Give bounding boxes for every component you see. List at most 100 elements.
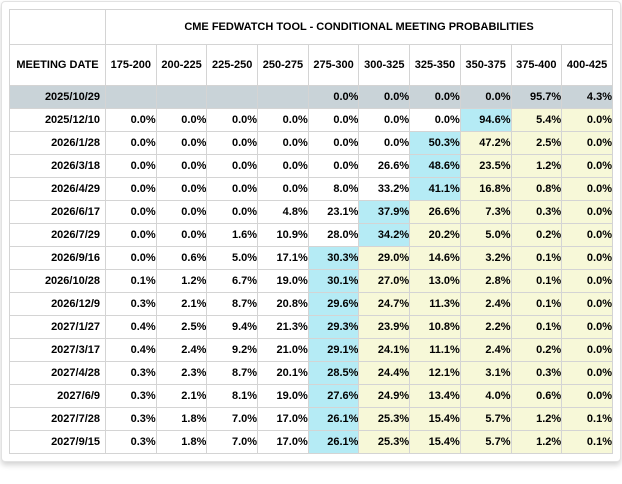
table-title: CME FEDWATCH TOOL - CONDITIONAL MEETING … [105, 9, 613, 45]
probability-cell: 1.2% [510, 154, 563, 178]
probability-cell: 5.7% [459, 407, 512, 431]
probability-cell: 0.0% [561, 223, 613, 247]
probability-cell: 21.0% [257, 338, 309, 362]
probability-cell: 1.8% [155, 430, 208, 454]
probability-cell: 3.2% [459, 246, 512, 270]
probability-cell: 1.2% [155, 269, 208, 293]
meeting-row[interactable]: 2027/9/15 0.3% 1.8% 7.0% 17.0% 26.1% 25.3% 15.4… [9, 430, 613, 454]
fedwatch-card: CME FEDWATCH TOOL - CONDITIONAL MEETING … [1, 1, 621, 462]
probability-cell: 4.8% [257, 200, 309, 224]
meeting-row[interactable]: 2027/3/17 0.4% 2.4% 9.2% 21.0% 29.1% 24.1% 11.1… [9, 338, 613, 362]
probability-cell: 13.0% [409, 269, 461, 293]
probability-cell: 2.5% [510, 131, 563, 155]
probability-cell: 0.3% [510, 361, 563, 385]
meeting-date-cell: 2026/3/18 [9, 154, 106, 178]
rate-range-header: 325-350 [409, 44, 461, 86]
probability-cell: 0.1% [510, 269, 563, 293]
probability-cell: 0.0% [561, 315, 613, 339]
probability-cell: 26.6% [409, 200, 461, 224]
meeting-date-cell: 2027/4/28 [9, 361, 106, 385]
rate-range-header: 275-300 [307, 44, 360, 86]
probability-cell [206, 85, 259, 109]
probability-cell: 0.0% [459, 85, 512, 109]
meeting-row[interactable]: 2026/9/16 0.0% 0.6% 5.0% 17.1% 30.3% 29.0% 14.6… [9, 246, 613, 270]
meeting-row[interactable]: 2026/10/28 0.1% 1.2% 6.7% 19.0% 30.1% 27.0% 13.… [9, 269, 613, 293]
probability-cell: 0.0% [358, 131, 411, 155]
probability-cell: 94.6% [459, 108, 512, 132]
probability-cell: 0.0% [561, 361, 613, 385]
column-header-row: MEETING DATE 175-200 200-225 225-250 250-27… [9, 44, 613, 86]
meeting-row[interactable]: 2026/1/28 0.0% 0.0% 0.0% 0.0% 0.0% 0.0% 50.3% 47… [9, 131, 613, 155]
probability-cell: 17.0% [257, 430, 309, 454]
probability-cell: 0.0% [561, 338, 613, 362]
probability-rows: 2025/10/29 0.0% 0.0% 0.0% 0.0% 95.7% 4.3% 2025/… [9, 85, 613, 454]
meeting-row[interactable]: 2025/12/10 0.0% 0.0% 0.0% 0.0% 0.0% 0.0% 0.0% 94… [9, 108, 613, 132]
probability-cell: 24.9% [358, 384, 411, 408]
meeting-date-cell: 2026/10/28 [9, 269, 106, 293]
meeting-row[interactable]: 2026/3/18 0.0% 0.0% 0.0% 0.0% 0.0% 26.6% 48.6% 2… [9, 154, 613, 178]
probability-cell: 0.0% [155, 223, 208, 247]
probability-cell: 10.8% [409, 315, 461, 339]
meeting-row[interactable]: 2025/10/29 0.0% 0.0% 0.0% 0.0% 95.7% 4.3% [9, 85, 613, 109]
probability-cell: 4.0% [459, 384, 512, 408]
meeting-date-cell: 2027/3/17 [9, 338, 106, 362]
probability-cell [105, 85, 157, 109]
rate-range-header: 200-225 [155, 44, 208, 86]
probability-cell: 0.8% [510, 177, 563, 201]
probability-cell: 2.8% [459, 269, 512, 293]
probability-cell: 0.0% [155, 154, 208, 178]
probability-cell: 8.1% [206, 384, 259, 408]
meeting-row[interactable]: 2026/4/29 0.0% 0.0% 0.0% 0.0% 8.0% 33.2% 41.1% 1… [9, 177, 613, 201]
meeting-row[interactable]: 2026/7/29 0.0% 0.0% 1.6% 10.9% 28.0% 34.2% 20.2… [9, 223, 613, 247]
probability-cell: 0.0% [257, 154, 309, 178]
probability-cell: 25.3% [358, 430, 411, 454]
probability-cell: 25.3% [358, 407, 411, 431]
probability-cell: 6.7% [206, 269, 259, 293]
probability-cell: 48.6% [409, 154, 461, 178]
meeting-row[interactable]: 2027/1/27 0.4% 2.5% 9.4% 21.3% 29.3% 23.9% 10.8… [9, 315, 613, 339]
probability-cell: 30.3% [307, 246, 360, 270]
meeting-date-cell: 2027/9/15 [9, 430, 106, 454]
probability-cell: 5.7% [459, 430, 512, 454]
meeting-row[interactable]: 2027/7/28 0.3% 1.8% 7.0% 17.0% 26.1% 25.3% 15.4… [9, 407, 613, 431]
probability-cell: 2.4% [459, 292, 512, 316]
probability-cell: 37.9% [358, 200, 411, 224]
probability-cell: 0.0% [561, 292, 613, 316]
meeting-row[interactable]: 2026/6/17 0.0% 0.0% 0.0% 4.8% 23.1% 37.9% 26.6%… [9, 200, 613, 224]
probability-cell: 0.1% [105, 269, 157, 293]
probability-cell: 50.3% [409, 131, 461, 155]
probability-cell: 0.3% [105, 384, 157, 408]
probability-cell: 0.0% [155, 108, 208, 132]
probability-cell: 0.1% [510, 292, 563, 316]
fedwatch-probability-table: CME FEDWATCH TOOL - CONDITIONAL MEETING … [9, 9, 613, 454]
meeting-row[interactable]: 2027/4/28 0.3% 2.3% 8.7% 20.1% 28.5% 24.4% 12.1… [9, 361, 613, 385]
probability-cell: 2.2% [459, 315, 512, 339]
meeting-row[interactable]: 2027/6/9 0.3% 2.1% 8.1% 19.0% 27.6% 24.9% 13.4%… [9, 384, 613, 408]
probability-cell: 19.0% [257, 384, 309, 408]
probability-cell: 7.0% [206, 430, 259, 454]
probability-cell: 8.7% [206, 361, 259, 385]
probability-cell: 17.0% [257, 407, 309, 431]
probability-cell: 5.0% [459, 223, 512, 247]
probability-cell: 95.7% [510, 85, 563, 109]
probability-cell: 20.1% [257, 361, 309, 385]
meeting-date-cell: 2026/4/29 [9, 177, 106, 201]
meeting-row[interactable]: 2026/12/9 0.3% 2.1% 8.7% 20.8% 29.6% 24.7% 11.3… [9, 292, 613, 316]
probability-cell: 27.6% [307, 384, 360, 408]
probability-cell: 20.2% [409, 223, 461, 247]
probability-cell [155, 85, 208, 109]
probability-cell: 0.4% [105, 338, 157, 362]
probability-cell: 0.0% [307, 131, 360, 155]
meeting-date-cell: 2026/1/28 [9, 131, 106, 155]
probability-cell: 21.3% [257, 315, 309, 339]
rate-range-header: 350-375 [459, 44, 512, 86]
probability-cell: 2.1% [155, 292, 208, 316]
probability-cell: 0.0% [155, 200, 208, 224]
rate-range-header: 400-425 [561, 44, 613, 86]
probability-cell: 8.7% [206, 292, 259, 316]
probability-cell: 9.2% [206, 338, 259, 362]
probability-cell: 15.4% [409, 430, 461, 454]
probability-cell: 1.2% [510, 430, 563, 454]
probability-cell: 12.1% [409, 361, 461, 385]
probability-cell: 4.3% [561, 85, 613, 109]
